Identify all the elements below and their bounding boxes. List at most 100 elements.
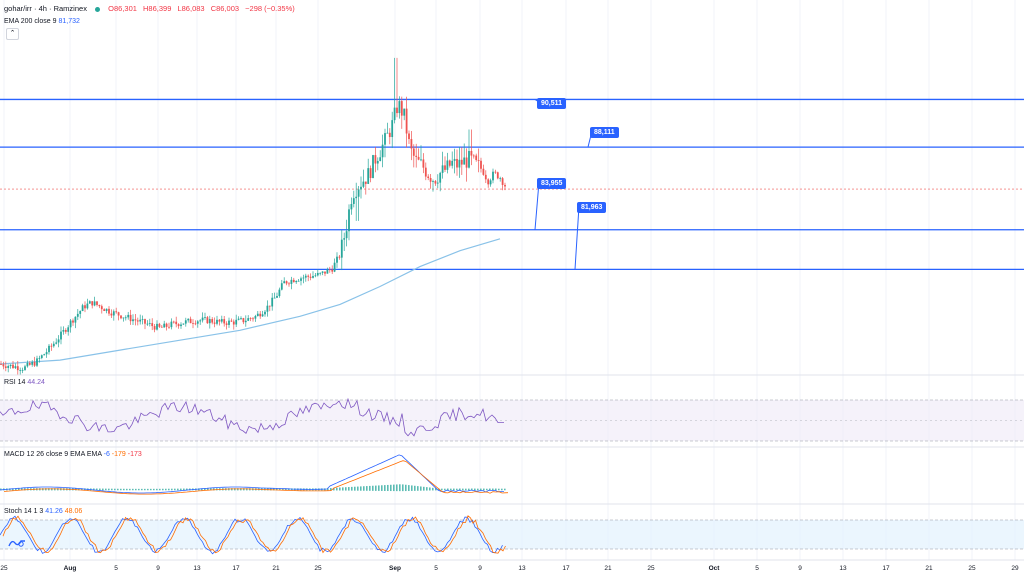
stoch-band: [0, 520, 1024, 549]
candle-up: [88, 301, 91, 304]
candle-down: [460, 159, 463, 165]
macd-hist-bar: [459, 488, 461, 491]
level-label-3[interactable]: 83,955: [537, 178, 567, 189]
macd-hist-bar: [447, 488, 449, 491]
candle-down: [153, 326, 156, 330]
x-tick-label: 9: [478, 565, 482, 572]
candle-down: [268, 305, 271, 307]
macd-hist-bar: [363, 486, 365, 491]
candle-down: [218, 319, 221, 322]
macd-hist-bar: [456, 488, 458, 491]
candle-up: [163, 323, 166, 328]
level-label-2[interactable]: 88,111: [590, 127, 619, 138]
candle-down: [477, 160, 480, 161]
symbol-title[interactable]: gohar/irr · 4h · Ramzinex: [4, 4, 87, 13]
macd-hist-bar: [360, 486, 362, 491]
candle-down: [230, 320, 233, 322]
macd-hist-bar: [123, 488, 125, 491]
x-tick-label: Aug: [63, 565, 77, 572]
candle-up: [220, 319, 223, 322]
candle-up: [264, 311, 266, 315]
candle-down: [292, 279, 295, 283]
macd-hist-bar: [474, 488, 476, 491]
macd-hist-bar: [465, 488, 467, 491]
candle-up: [216, 319, 218, 324]
macd-hist-bar: [279, 488, 281, 491]
stoch-d-value: 48.06: [64, 508, 83, 515]
candle-up: [376, 160, 379, 164]
candle-up: [19, 370, 22, 371]
level-connector-3: [534, 181, 540, 230]
stoch-legend[interactable]: Stoch 14 1 3 41.26 48.06: [4, 508, 82, 515]
tradingview-logo-icon: [8, 540, 25, 547]
macd-hist-bar: [480, 488, 482, 491]
macd-line: [0, 454, 505, 494]
candle-up: [48, 345, 50, 353]
candle-down: [103, 309, 106, 312]
macd-hist-bar: [333, 487, 335, 491]
macd-hist-bar: [183, 488, 185, 491]
candle-up: [352, 198, 355, 204]
candle-up: [297, 280, 300, 282]
macd-hist-bar: [270, 488, 272, 491]
candle-up: [278, 289, 281, 297]
candle-up: [458, 159, 461, 168]
candle-up: [463, 157, 466, 165]
macd-hist-bar: [96, 488, 98, 491]
candle-up: [148, 323, 151, 324]
x-tick-label: 25: [0, 565, 8, 572]
candle-down: [427, 176, 430, 179]
collapse-legend-button[interactable]: ⌃: [6, 28, 19, 40]
candle-up: [112, 311, 115, 316]
macd-hist-bar: [129, 488, 131, 491]
candle-down: [232, 321, 235, 325]
macd-hist-value: -173: [127, 451, 142, 458]
candle-up: [31, 362, 34, 365]
candle-down: [388, 132, 391, 138]
macd-hist-bar: [426, 487, 428, 491]
candle-down: [482, 168, 485, 175]
macd-legend[interactable]: MACD 12 26 close 9 EMA EMA -6 -179 -173: [4, 451, 142, 458]
candle-up: [62, 329, 65, 332]
candle-up: [393, 107, 396, 121]
macd-hist-bar: [177, 488, 179, 491]
rsi-legend[interactable]: RSI 14 44.24: [4, 379, 45, 386]
candle-up: [132, 319, 134, 322]
macd-hist-bar: [171, 488, 173, 491]
candle-up: [60, 331, 62, 340]
macd-hist-bar: [93, 488, 95, 491]
rsi-label: RSI 14: [4, 379, 26, 386]
x-tick-label: 17: [562, 565, 570, 572]
candle-down: [160, 326, 163, 328]
stoch-d-line: [2, 515, 506, 554]
candle-up: [340, 239, 343, 258]
candle-up: [453, 158, 456, 161]
macd-hist-bar: [378, 485, 380, 491]
candle-down: [465, 157, 468, 168]
macd-hist-bar: [105, 488, 107, 491]
macd-hist-bar: [24, 488, 26, 491]
candle-up: [244, 320, 247, 323]
candle-up: [355, 196, 358, 199]
level-label-4[interactable]: 81,963: [577, 202, 607, 213]
candle-down: [448, 160, 451, 166]
macd-hist-bar: [348, 487, 350, 491]
macd-hist-bar: [15, 488, 17, 491]
macd-hist-bar: [342, 487, 344, 491]
candle-up: [139, 319, 142, 322]
x-tick-label: 17: [882, 565, 890, 572]
macd-hist-bar: [366, 486, 368, 491]
macd-hist-bar: [108, 488, 110, 491]
x-tick-label: 5: [114, 565, 118, 572]
macd-hist-bar: [336, 487, 338, 491]
level-label-1[interactable]: 90,511: [537, 98, 567, 109]
macd-hist-bar: [285, 488, 287, 491]
candle-down: [144, 319, 146, 324]
candle-down: [475, 155, 478, 161]
x-tick-label: 5: [755, 565, 759, 572]
candle-down: [206, 317, 209, 324]
macd-hist-bar: [174, 488, 176, 491]
stoch-k-value: 41.26: [45, 508, 63, 515]
ema-legend[interactable]: EMA 200 close 9 81,732: [4, 18, 80, 25]
